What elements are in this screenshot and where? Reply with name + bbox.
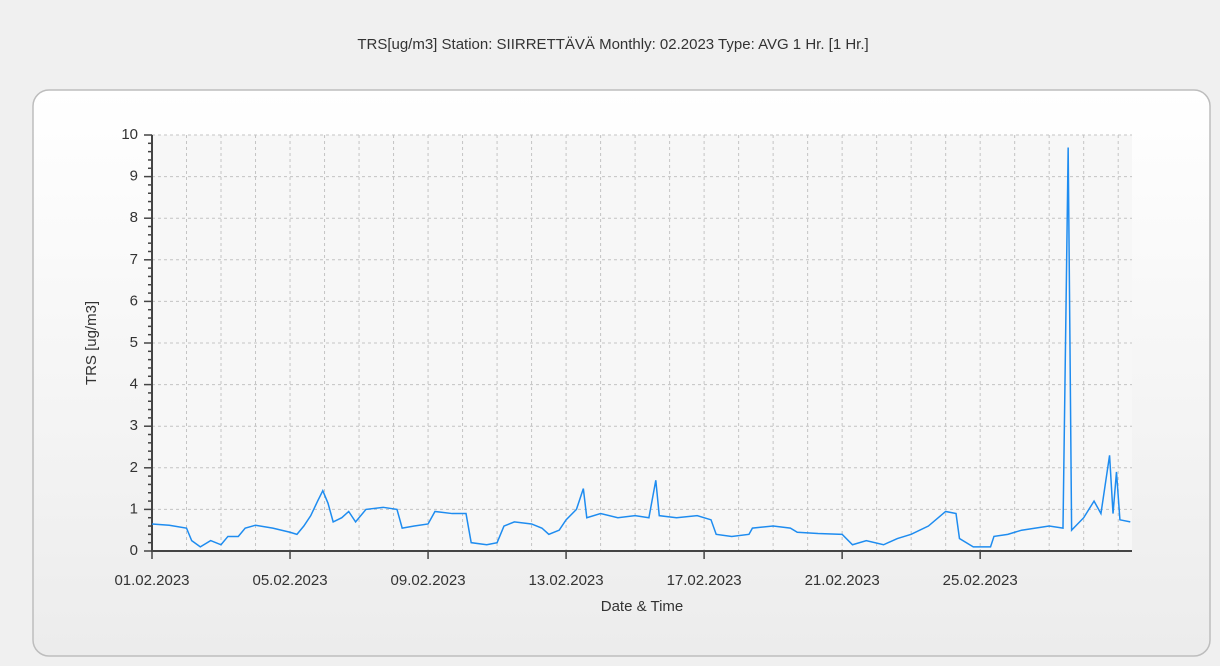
y-tick-label: 0 — [130, 542, 138, 559]
y-tick-label: 9 — [130, 168, 138, 185]
x-tick-label: 13.02.2023 — [529, 572, 604, 589]
y-axis-label: TRS [ug/m3] — [83, 301, 100, 385]
x-tick-label: 25.02.2023 — [943, 572, 1018, 589]
y-tick-label: 10 — [121, 126, 138, 143]
y-tick-label: 3 — [130, 417, 138, 434]
y-tick-label: 1 — [130, 500, 138, 517]
y-tick-label: 4 — [130, 376, 138, 393]
x-tick-label: 21.02.2023 — [805, 572, 880, 589]
y-tick-label: 6 — [130, 292, 138, 309]
chart-title: TRS[ug/m3] Station: SIIRRETTÄVÄ Monthly:… — [357, 36, 868, 53]
data-line — [151, 147, 1131, 548]
y-tick-label: 7 — [130, 251, 138, 268]
x-axis-label: Date & Time — [601, 598, 684, 615]
x-tick-label: 17.02.2023 — [667, 572, 742, 589]
x-tick-label: 05.02.2023 — [252, 572, 327, 589]
x-tick-label: 01.02.2023 — [114, 572, 189, 589]
y-tick-label: 5 — [130, 334, 138, 351]
y-tick-label: 8 — [130, 209, 138, 226]
x-tick-label: 09.02.2023 — [391, 572, 466, 589]
y-tick-label: 2 — [130, 459, 138, 476]
